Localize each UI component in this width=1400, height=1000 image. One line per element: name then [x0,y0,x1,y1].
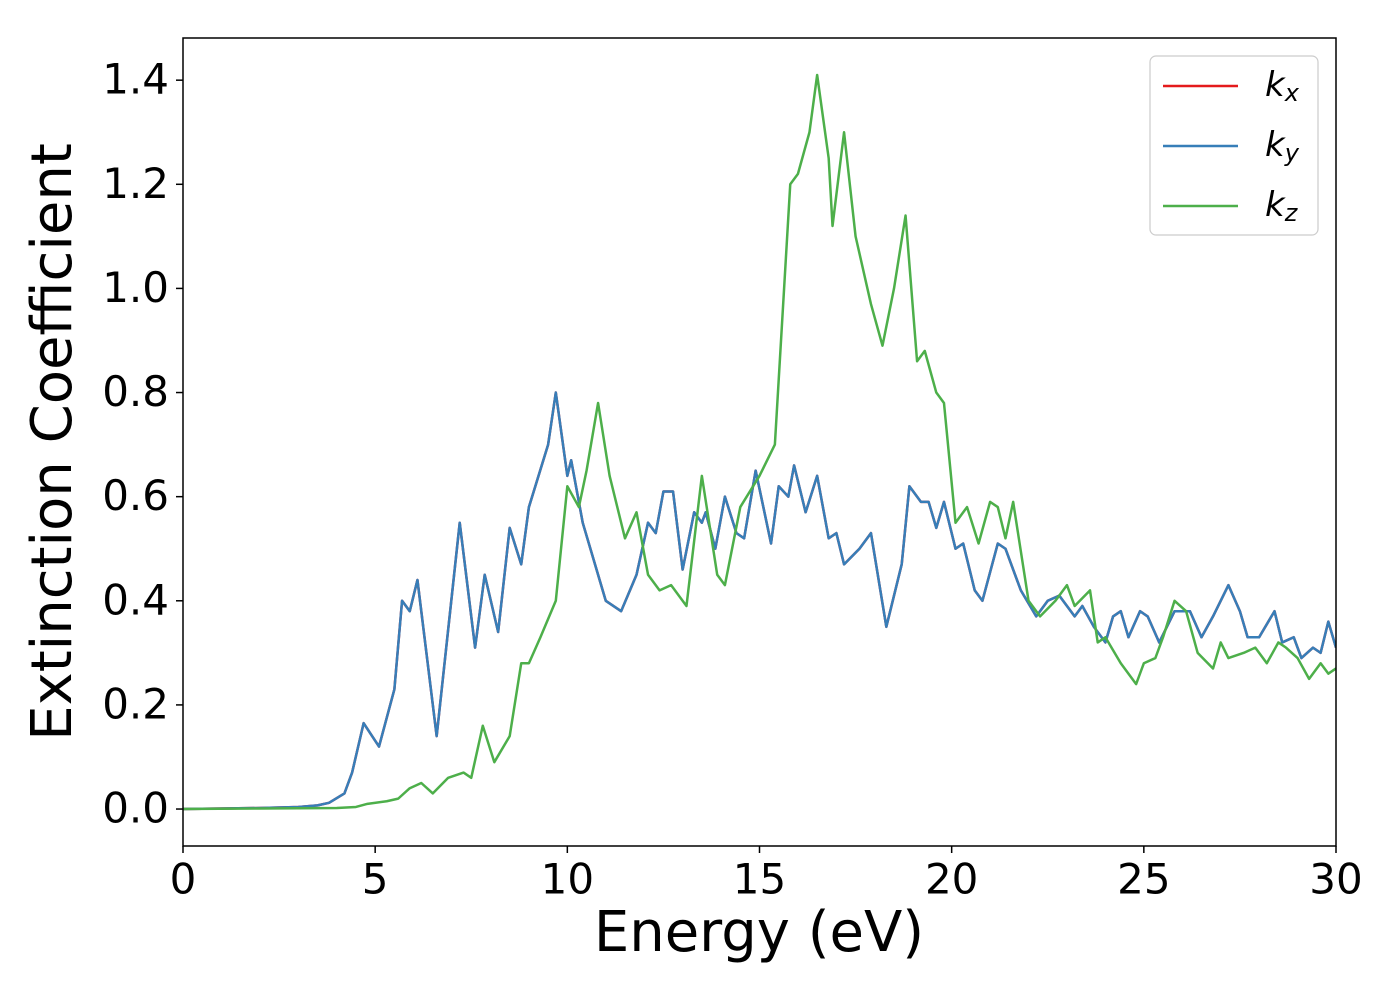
x-tick-label: 5 [362,855,389,904]
y-tick-label: 0.8 [102,367,169,416]
plot-frame [182,37,1337,847]
y-tick-label: 0.2 [102,679,169,728]
series-line [183,73,1336,811]
y-tick-label: 0.6 [102,471,169,520]
x-tick-label: 20 [925,855,978,904]
y-tick-label: 1.2 [102,159,169,208]
x-tick-label: 0 [170,855,197,904]
y-tick-label: 1.4 [102,55,169,104]
legend-label: ky [1265,125,1300,168]
y-tick-label: 0.0 [102,784,169,833]
y-axis-label: Extinction Coefficient [20,143,85,741]
x-axis-label: Energy (eV) [594,900,924,965]
legend-label: kz [1265,185,1299,228]
x-tick-label: 30 [1309,855,1362,904]
x-tick-label: 10 [541,855,594,904]
legend-label: kx [1265,65,1300,108]
y-tick-label: 1.0 [102,263,169,312]
x-tick-label: 15 [733,855,786,904]
y-tick-label: 0.4 [102,575,169,624]
x-tick-label: 25 [1117,855,1170,904]
series-line [183,391,1336,811]
